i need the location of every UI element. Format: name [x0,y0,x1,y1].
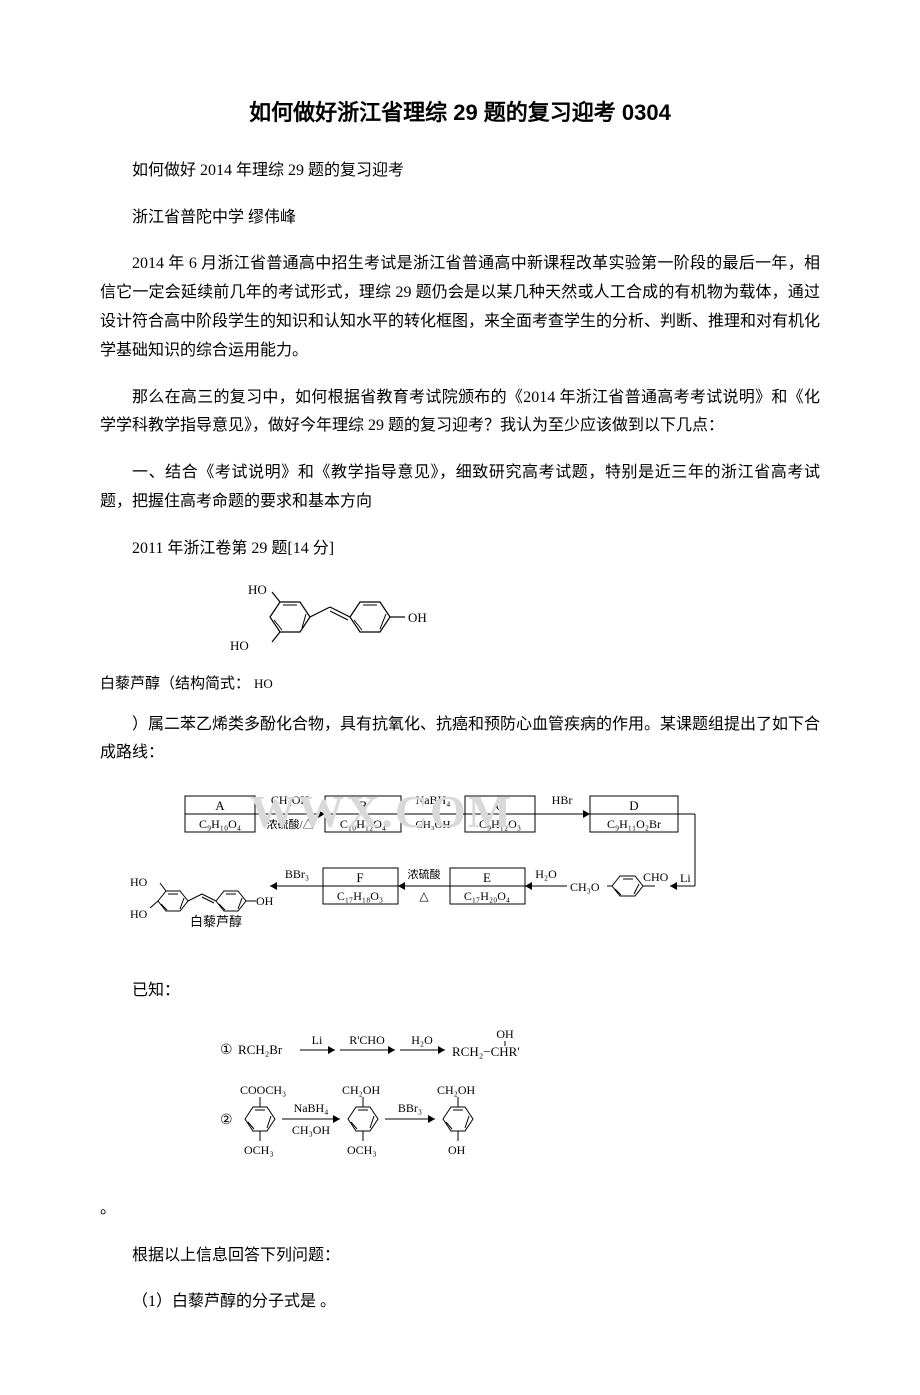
svg-text:HO: HO [248,582,267,597]
svg-text:白藜芦醇: 白藜芦醇 [190,914,242,929]
svg-text:C₉H₁₂O₃: C₉H₁₂O₃ [479,817,521,831]
svg-text:BBr₃: BBr₃ [398,1101,422,1115]
svg-text:CH₃OH: CH₃OH [271,793,310,807]
svg-text:C₉H₁₀O₄: C₉H₁₀O₄ [199,817,241,831]
synthesis-flowchart: A C₉H₁₀O₄ CH₃OH 浓硫酸/△ B C₁₀H₁₂O₄ NaBH₄ [130,786,820,961]
known-reactions: ① RCH₂Br Li R'CHO H₂O OH RCH₂−CHR' ② [220,1024,820,1179]
svg-text:CH₂OH: CH₂OH [437,1083,476,1097]
svg-text:OH: OH [408,610,427,625]
svg-text:OH: OH [496,1027,514,1041]
svg-text:OH: OH [256,894,274,908]
svg-text:C₉H₁₁O₂Br: C₉H₁₁O₂Br [607,817,661,831]
svg-text:CH₂OH: CH₂OH [342,1083,381,1097]
svg-text:②: ② [220,1113,233,1128]
para-8: ）属二苯乙烯类多酚化合物，具有抗氧化、抗癌和预防心血管疾病的作用。某课题组提出了… [100,711,820,769]
period: 。 [100,1195,820,1224]
svg-text:R'CHO: R'CHO [349,1033,385,1047]
svg-text:①: ① [220,1043,233,1058]
svg-text:HO: HO [230,638,249,652]
svg-text:RCH₂Br: RCH₂Br [238,1042,283,1057]
svg-text:OCH₃: OCH₃ [347,1143,377,1157]
question-1: （1）白藜芦醇的分子式是 。 [100,1288,820,1317]
exam-ref: 2011 年浙江卷第 29 题[14 分] [100,535,820,564]
svg-text:Li: Li [312,1033,323,1047]
svg-text:CH₃OH: CH₃OH [292,1123,331,1137]
svg-text:CH₃OH: CH₃OH [415,819,450,831]
page-title: 如何做好浙江省理综 29 题的复习迎考 0304 [100,95,820,127]
svg-text:F: F [356,870,363,885]
svg-text:HBr: HBr [552,793,573,807]
svg-text:BBr₃: BBr₃ [285,867,309,881]
para-4: 那么在高三的复习中，如何根据省教育考试院颁布的《2014 年浙江省普通高考考试说… [100,384,820,442]
svg-text:CHO: CHO [643,870,669,884]
resveratrol-row: HO HO OH 白藜芦醇（结 [100,582,820,693]
intro-line: 如何做好 2014 年理综 29 题的复习迎考 [100,157,820,186]
svg-text:△: △ [419,889,429,903]
svg-text:B: B [359,798,368,813]
svg-text:C: C [496,798,505,813]
svg-text:H₂O: H₂O [535,867,557,881]
svg-text:E: E [483,870,491,885]
svg-text:RCH₂−CHR': RCH₂−CHR' [452,1044,520,1059]
known-label: 已知： [100,977,820,1006]
svg-text:C₁₀H₁₂O₄: C₁₀H₁₂O₄ [340,817,386,831]
svg-text:浓硫酸/△: 浓硫酸/△ [266,817,313,831]
para-3: 2014 年 6 月浙江省普通高中招生考试是浙江省普通高中新课程改革实验第一阶段… [100,250,820,365]
svg-text:HO: HO [130,875,148,889]
svg-text:浓硫酸: 浓硫酸 [408,867,441,881]
resveratrol-label: 白藜芦醇（结构简式： [100,676,250,692]
svg-text:OH: OH [448,1143,466,1157]
svg-text:C₁₇H₁₈O₃: C₁₇H₁₈O₃ [337,889,383,903]
svg-text:HO: HO [130,907,148,921]
author-line: 浙江省普陀中学 缪伟峰 [100,204,820,233]
svg-text:Li: Li [680,871,691,885]
svg-text:H₂O: H₂O [411,1033,433,1047]
svg-text:NaBH₄: NaBH₄ [416,793,451,807]
answer-prompt: 根据以上信息回答下列问题： [100,1242,820,1271]
svg-text:D: D [629,798,638,813]
svg-text:COOCH₃: COOCH₃ [240,1083,286,1097]
svg-text:NaBH₄: NaBH₄ [294,1101,329,1115]
svg-text:C₁₇H₂₀O₄: C₁₇H₂₀O₄ [464,889,510,903]
svg-text:A: A [215,798,225,813]
svg-text:CH₃O: CH₃O [570,880,600,894]
svg-text:OCH₃: OCH₃ [244,1143,274,1157]
section-heading-1: 一、结合《考试说明》和《教学指导意见》，细致研究高考试题，特别是近三年的浙江省高… [100,459,820,517]
resveratrol-structure: HO HO OH [230,582,490,652]
